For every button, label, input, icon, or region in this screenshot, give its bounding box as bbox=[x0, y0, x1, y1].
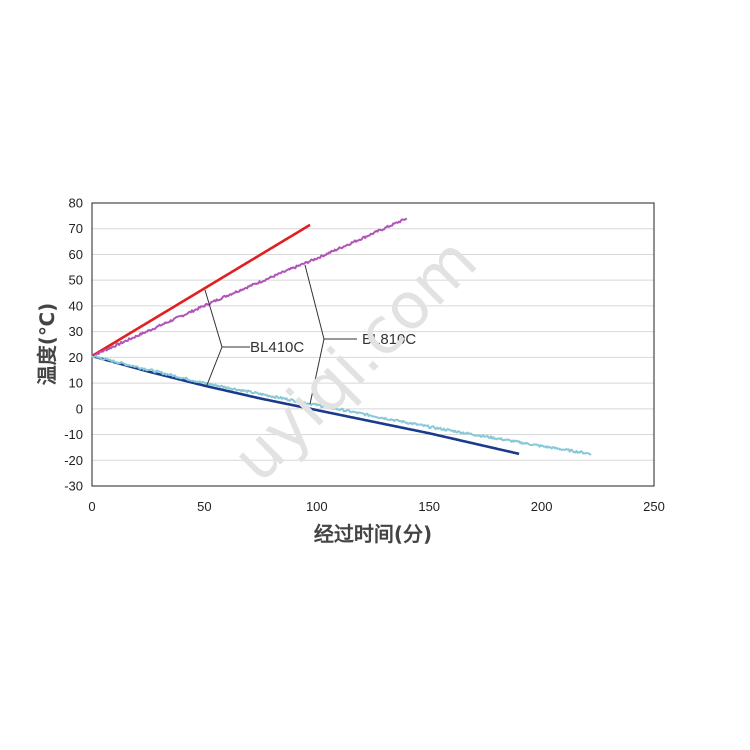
y-tick-label: 50 bbox=[69, 273, 83, 288]
plot-frame bbox=[91, 202, 655, 487]
y-tick-label: 20 bbox=[69, 350, 83, 365]
annotation-bl810c-leader bbox=[304, 264, 357, 405]
watermark: uyiqi.com bbox=[219, 224, 492, 497]
y-tick-label: -30 bbox=[64, 479, 83, 494]
x-tick-label: 200 bbox=[531, 499, 553, 514]
y-tick-label: 40 bbox=[69, 298, 83, 313]
x-tick-label: 0 bbox=[88, 499, 95, 514]
series-line-2 bbox=[91, 217, 408, 357]
series-lines bbox=[91, 217, 592, 456]
y-tick-labels: 80 70 60 50 40 30 20 10 0 -10 -20 -30 bbox=[64, 196, 83, 494]
annotation-bl410c-leader bbox=[204, 289, 250, 386]
x-tick-labels: 0 50 100 150 200 250 bbox=[88, 499, 664, 514]
y-tick-label: 0 bbox=[76, 401, 83, 416]
x-tick-label: 50 bbox=[197, 499, 211, 514]
series-line-4 bbox=[91, 355, 592, 456]
x-tick-label: 250 bbox=[643, 499, 665, 514]
y-tick-label: -20 bbox=[64, 453, 83, 468]
series-line-3 bbox=[91, 354, 520, 456]
y-axis-title: 温度(℃) bbox=[35, 303, 59, 386]
y-tick-label: 70 bbox=[69, 221, 83, 236]
series-line-1 bbox=[91, 223, 311, 358]
x-tick-label: 150 bbox=[418, 499, 440, 514]
annotation-bl810c: BL810C bbox=[362, 331, 416, 348]
x-tick-label: 100 bbox=[306, 499, 328, 514]
y-tick-label: 60 bbox=[69, 247, 83, 262]
y-tick-label: 10 bbox=[69, 376, 83, 391]
grid-lines bbox=[92, 228, 654, 461]
y-tick-label: 80 bbox=[69, 196, 83, 211]
annotation-bl410c: BL410C bbox=[250, 339, 304, 356]
y-tick-label: 30 bbox=[69, 324, 83, 339]
x-axis-title: 经过时间(分) bbox=[314, 522, 432, 546]
y-tick-label: -10 bbox=[64, 427, 83, 442]
